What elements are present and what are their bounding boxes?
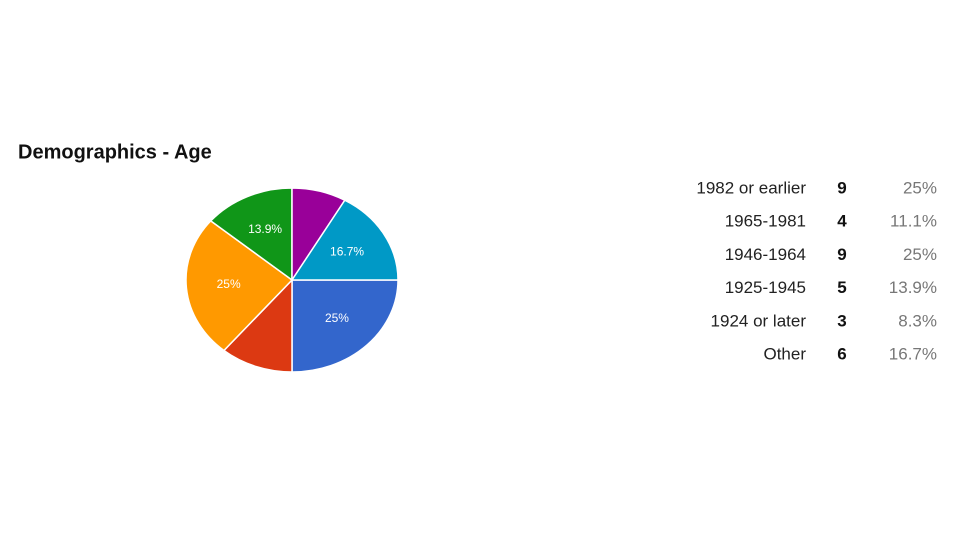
pie: 25% 25% 13.9% 16.7% <box>185 187 399 373</box>
category-label: 1946-1964 <box>725 245 806 264</box>
count-label: 4 <box>837 212 847 231</box>
category-label: Other <box>763 344 806 363</box>
category-label: 1965-1981 <box>725 212 806 231</box>
pie-slice <box>291 279 399 373</box>
category-label: 1925-1945 <box>725 278 806 297</box>
count-label: 5 <box>837 278 846 297</box>
percent-label: 8.3% <box>898 311 937 330</box>
slice-label: 25% <box>325 311 349 325</box>
category-label: 1982 or earlier <box>696 178 806 197</box>
count-label: 6 <box>837 344 846 363</box>
pie-slice <box>222 278 293 373</box>
pie-slice <box>185 219 294 352</box>
percent-label: 25% <box>903 245 937 264</box>
count-label: 3 <box>837 311 846 330</box>
chart-title: Demographics - Age <box>18 141 212 163</box>
slice-label: 25% <box>217 277 241 291</box>
pie-slice <box>209 187 293 282</box>
category-label: 1924 or later <box>711 311 807 330</box>
pie-slice <box>290 199 399 281</box>
slice-label: 13.9% <box>248 222 282 236</box>
percent-label: 25% <box>903 178 937 197</box>
count-label: 9 <box>837 178 846 197</box>
percent-label: 16.7% <box>889 344 937 363</box>
count-label: 9 <box>837 245 846 264</box>
percent-label: 11.1% <box>890 212 937 231</box>
slice-label: 16.7% <box>330 245 364 259</box>
summary-table: 1982 or earlier 9 25% 1965-1981 4 11.1% 1946-1… <box>696 178 937 363</box>
percent-label: 13.9% <box>889 278 937 297</box>
